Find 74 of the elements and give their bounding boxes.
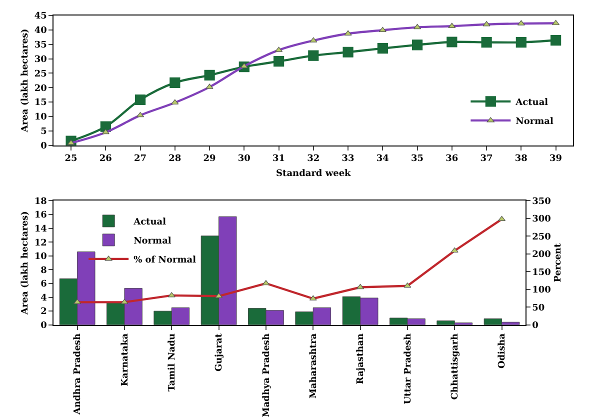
- point: [377, 43, 388, 54]
- x-tick-label: Chhattisgarh: [450, 333, 461, 400]
- x-tick-label: Rajasthan: [356, 333, 366, 384]
- y-axis-title: Area (lakh hectares): [20, 28, 31, 134]
- point: [412, 40, 423, 50]
- x-tick-label: 26: [99, 154, 112, 164]
- y-tick-label: 0: [40, 321, 47, 332]
- x-tick-label: Odisha: [498, 333, 508, 368]
- x-tick-label: 30: [238, 154, 250, 164]
- x-tick-label: 36: [446, 154, 458, 164]
- y-tick-label: 0: [40, 141, 47, 152]
- x-tick-label: 31: [272, 154, 286, 164]
- x-tick-label: Andhra Pradesh: [73, 333, 84, 416]
- x-axis-title: Standard week: [276, 168, 352, 179]
- y2-axis-title: Percent: [554, 242, 564, 282]
- y-tick-label: 18: [34, 196, 47, 207]
- legend-label: Normal: [134, 236, 172, 246]
- x-tick-label: 25: [64, 154, 78, 164]
- y-tick-label: 6: [40, 280, 47, 290]
- x-tick-label: Karnataka: [120, 333, 130, 386]
- x-tick-label: Uttar Pradesh: [403, 333, 414, 404]
- y-tick-label: 40: [34, 26, 47, 36]
- point: [308, 50, 319, 61]
- y-tick-label: 30: [34, 54, 47, 65]
- legend-label: Actual: [514, 98, 549, 108]
- y2-tick-label: 50: [532, 303, 545, 314]
- x-tick-label: Maharashtra: [309, 333, 320, 399]
- point: [170, 77, 180, 88]
- y-tick-label: 20: [34, 84, 47, 94]
- point: [481, 37, 492, 48]
- x-tick-label: 29: [203, 154, 216, 164]
- y-tick-label: 5: [40, 127, 47, 138]
- point: [550, 34, 562, 46]
- x-tick-label: Madhya Pradesh: [262, 333, 272, 417]
- y2-tick-label: 300: [532, 214, 551, 225]
- point: [516, 37, 526, 48]
- y2-tick-label: 100: [532, 286, 551, 296]
- x-tick-label: 33: [342, 154, 354, 164]
- y-tick-label: 16: [34, 210, 47, 221]
- point: [446, 36, 458, 48]
- legend-label: % of Normal: [134, 255, 197, 266]
- y-tick-label: 12: [34, 238, 47, 248]
- x-tick-label: 34: [376, 154, 389, 164]
- x-tick-label: 28: [168, 154, 182, 164]
- x-tick-label: Gujarat: [214, 332, 225, 372]
- y-tick-label: 15: [34, 98, 47, 108]
- y2-tick-label: 350: [532, 196, 551, 207]
- legend-label: Actual: [132, 217, 167, 228]
- x-tick-label: 32: [307, 154, 320, 164]
- y-tick-label: 8: [40, 266, 47, 276]
- x-tick-label: 38: [514, 154, 528, 164]
- y-tick-label: 4: [40, 293, 47, 304]
- y2-tick-label: 250: [532, 232, 551, 242]
- x-tick-label: 35: [411, 154, 424, 164]
- y2-tick-label: 200: [532, 250, 551, 260]
- point: [274, 56, 284, 67]
- y-tick-label: 35: [34, 40, 47, 50]
- x-tick-label: Tamil Nadu: [168, 333, 178, 392]
- y-tick-label: 25: [34, 69, 47, 80]
- y-tick-label: 14: [34, 224, 47, 234]
- y-tick-label: 10: [34, 252, 47, 262]
- x-tick-label: 37: [480, 154, 493, 164]
- y2-tick-label: 0: [532, 321, 538, 332]
- point: [342, 46, 354, 58]
- x-tick-label: 27: [134, 154, 147, 164]
- y-tick-label: 2: [40, 307, 47, 318]
- y-axis-title: Area (lakh hectares): [20, 211, 31, 316]
- point: [204, 70, 215, 80]
- y-tick-label: 45: [34, 12, 47, 22]
- point: [134, 94, 146, 106]
- y-tick-label: 10: [34, 112, 47, 123]
- x-tick-label: 39: [550, 154, 562, 164]
- y2-tick-label: 150: [532, 268, 551, 278]
- legend-label: Normal: [516, 116, 554, 127]
